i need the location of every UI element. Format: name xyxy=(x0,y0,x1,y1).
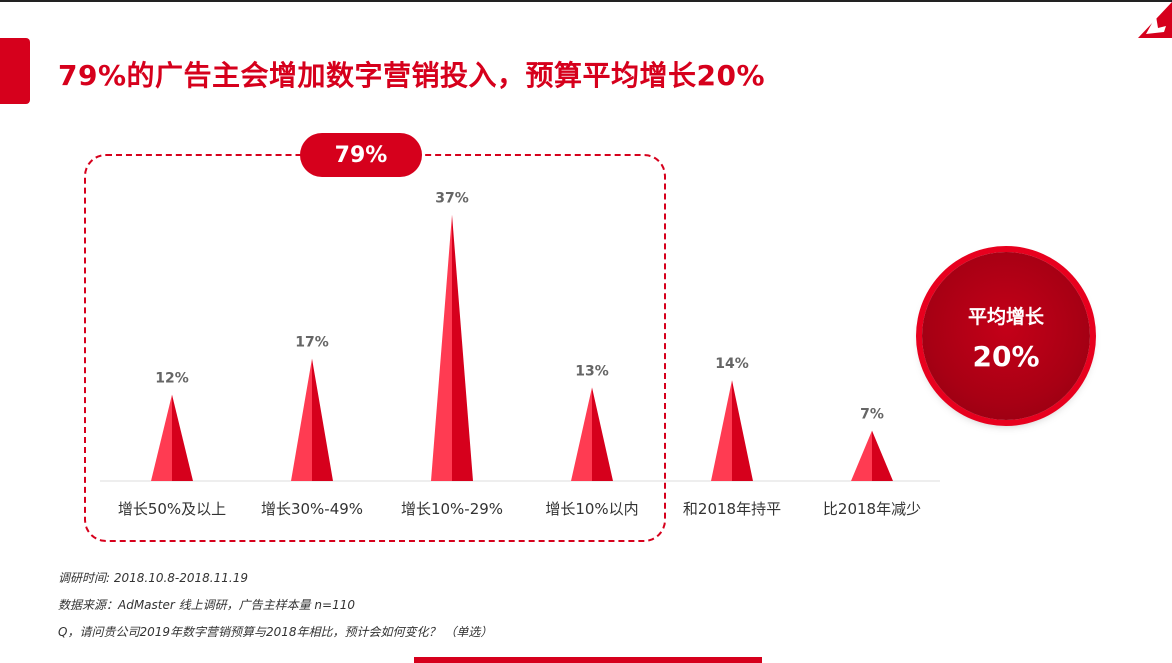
category-label: 和2018年持平 xyxy=(683,500,781,518)
average-growth-label: 平均增长 xyxy=(967,306,1044,328)
data-source-note: 数据来源：AdMaster 线上调研，广告主样本量 n=110 xyxy=(58,598,356,612)
bar-cone-right-face xyxy=(172,394,193,481)
bar-value-label: 14% xyxy=(715,356,749,372)
bar-value-label: 37% xyxy=(435,191,469,207)
bar-value-label: 7% xyxy=(860,407,884,423)
bar-cone-right-face xyxy=(452,214,473,481)
bar-cone-left-face xyxy=(151,394,172,481)
footnotes: 调研时间: 2018.10.8-2018.11.19 数据来源：AdMaster… xyxy=(58,570,492,651)
average-growth-badge: 平均增长 20% xyxy=(922,252,1090,420)
page-title: 79%的广告主会增加数字营销投入，预算平均增长20% xyxy=(58,59,766,92)
category-label: 比2018年减少 xyxy=(823,500,921,518)
bar-cone-left-face xyxy=(291,358,312,481)
category-label: 增长10%-29% xyxy=(401,500,503,518)
bottom-accent-bar xyxy=(414,657,762,663)
average-growth-value: 20% xyxy=(972,340,1040,373)
bar-cone-right-face xyxy=(872,430,893,481)
survey-period-note: 调研时间: 2018.10.8-2018.11.19 xyxy=(58,571,248,585)
category-label: 增长30%-49% xyxy=(261,500,363,518)
category-label: 增长50%及以上 xyxy=(118,500,226,518)
category-label: 增长10%以内 xyxy=(545,500,638,518)
brand-logo-icon xyxy=(1138,2,1172,38)
bar-cone-right-face xyxy=(312,358,333,481)
bar-value-label: 13% xyxy=(575,363,609,379)
bar-value-label: 17% xyxy=(295,335,329,351)
bar-cone-right-face xyxy=(732,380,753,481)
bar-cone-right-face xyxy=(592,387,613,481)
bar-cone-left-face xyxy=(711,380,732,481)
bar-cone-left-face xyxy=(851,430,872,481)
top-divider xyxy=(0,0,1172,2)
increase-group-label: 79% xyxy=(300,133,422,177)
bar-cone-left-face xyxy=(571,387,592,481)
bar-value-label: 12% xyxy=(155,371,189,387)
question-note: Q，请问贵公司2019年数字营销预算与2018年相比，预计会如何变化？ （单选） xyxy=(58,625,493,639)
bar-cone-left-face xyxy=(431,214,452,481)
title-accent-bar xyxy=(0,38,30,104)
